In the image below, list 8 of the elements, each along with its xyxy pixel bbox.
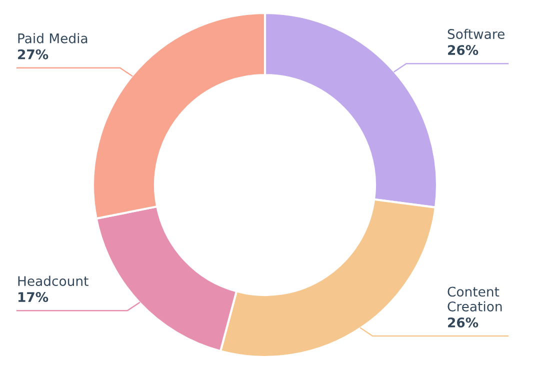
- slice-label: Software: [448, 28, 504, 40]
- slice-label: Headcount: [18, 276, 88, 286]
- slice-label: Paid Media: [18, 33, 88, 44]
- data-label: 26%: [448, 45, 478, 56]
- data-label: 27%: [18, 49, 48, 60]
- data-label: 17%: [18, 292, 48, 302]
- slice-label: Content Creation: [448, 286, 502, 312]
- data-label: 26%: [448, 317, 478, 328]
